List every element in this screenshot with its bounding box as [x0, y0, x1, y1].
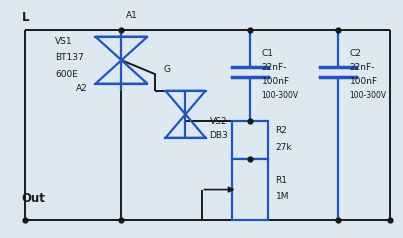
Text: 100-300V: 100-300V — [349, 91, 387, 100]
Text: 600E: 600E — [56, 70, 78, 79]
Text: VS2: VS2 — [210, 117, 227, 126]
Bar — [231, 121, 268, 159]
Text: VS1: VS1 — [56, 37, 73, 46]
Text: R1: R1 — [276, 176, 288, 185]
Text: 1M: 1M — [276, 192, 289, 201]
Text: 100-300V: 100-300V — [262, 91, 299, 100]
Text: R2: R2 — [276, 126, 287, 135]
Text: A1: A1 — [125, 11, 137, 20]
Text: 22nF-: 22nF- — [262, 63, 287, 72]
Text: 100nF: 100nF — [349, 77, 378, 86]
Text: BT137: BT137 — [56, 53, 84, 62]
Text: DB3: DB3 — [210, 131, 228, 140]
Text: A2: A2 — [76, 84, 87, 93]
Text: 27k: 27k — [276, 143, 292, 152]
Bar — [231, 159, 268, 220]
Text: L: L — [21, 11, 29, 24]
Text: G: G — [164, 65, 170, 74]
Text: 100nF: 100nF — [262, 77, 290, 86]
Text: Out: Out — [21, 193, 45, 205]
Text: C1: C1 — [262, 49, 274, 58]
Text: C2: C2 — [349, 49, 361, 58]
Text: 22nF-: 22nF- — [349, 63, 375, 72]
